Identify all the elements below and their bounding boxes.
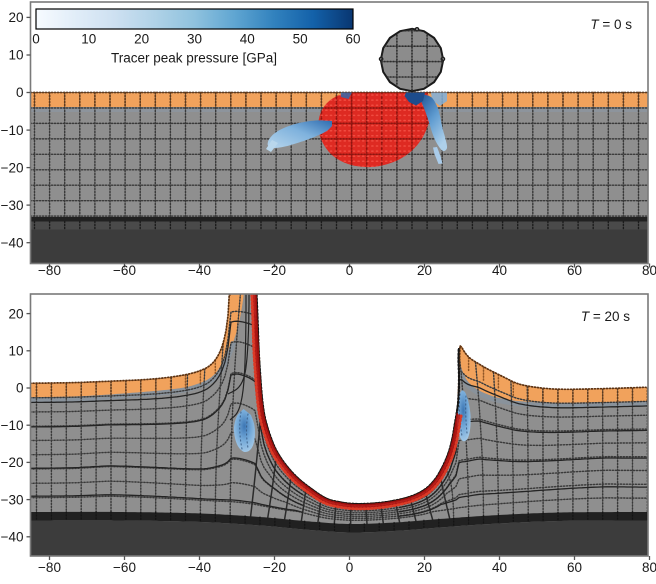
svg-text:80: 80	[642, 263, 656, 278]
svg-text:20: 20	[8, 10, 23, 25]
svg-text:−40: −40	[1, 530, 24, 545]
svg-text:−10: −10	[1, 418, 24, 433]
svg-text:−10: −10	[1, 123, 24, 138]
svg-text:10: 10	[8, 48, 23, 63]
svg-text:−20: −20	[1, 455, 24, 470]
svg-text:−40: −40	[188, 560, 211, 575]
svg-text:−30: −30	[1, 492, 24, 507]
svg-text:30: 30	[187, 32, 202, 47]
svg-text:40: 40	[492, 263, 507, 278]
svg-text:60: 60	[567, 263, 582, 278]
svg-text:Tracer peak pressure [GPa]: Tracer peak pressure [GPa]	[111, 51, 277, 66]
svg-text:40: 40	[492, 560, 507, 575]
svg-text:−20: −20	[1, 160, 24, 175]
svg-text:10: 10	[8, 344, 23, 359]
svg-text:20: 20	[8, 306, 23, 321]
svg-text:−20: −20	[263, 560, 286, 575]
svg-text:−80: −80	[38, 560, 61, 575]
svg-text:−60: −60	[113, 263, 136, 278]
svg-text:60: 60	[567, 560, 582, 575]
svg-text:−20: −20	[263, 263, 286, 278]
svg-text:20: 20	[417, 560, 432, 575]
svg-text:−40: −40	[188, 263, 211, 278]
svg-text:40: 40	[240, 32, 255, 47]
svg-text:−80: −80	[38, 263, 61, 278]
svg-text:10: 10	[81, 32, 96, 47]
svg-text:0: 0	[16, 85, 24, 100]
svg-text:0: 0	[346, 263, 354, 278]
svg-text:0: 0	[346, 560, 354, 575]
svg-text:20: 20	[417, 263, 432, 278]
svg-text:80: 80	[642, 560, 656, 575]
svg-text:20: 20	[134, 32, 149, 47]
svg-text:T = 20 s: T = 20 s	[581, 309, 630, 324]
svg-text:−40: −40	[1, 235, 24, 250]
svg-text:−60: −60	[113, 560, 136, 575]
svg-text:0: 0	[32, 32, 40, 47]
svg-text:0: 0	[16, 381, 24, 396]
svg-text:50: 50	[293, 32, 308, 47]
svg-text:−30: −30	[1, 198, 24, 213]
svg-text:60: 60	[345, 32, 360, 47]
svg-text:T = 0 s: T = 0 s	[590, 17, 632, 32]
